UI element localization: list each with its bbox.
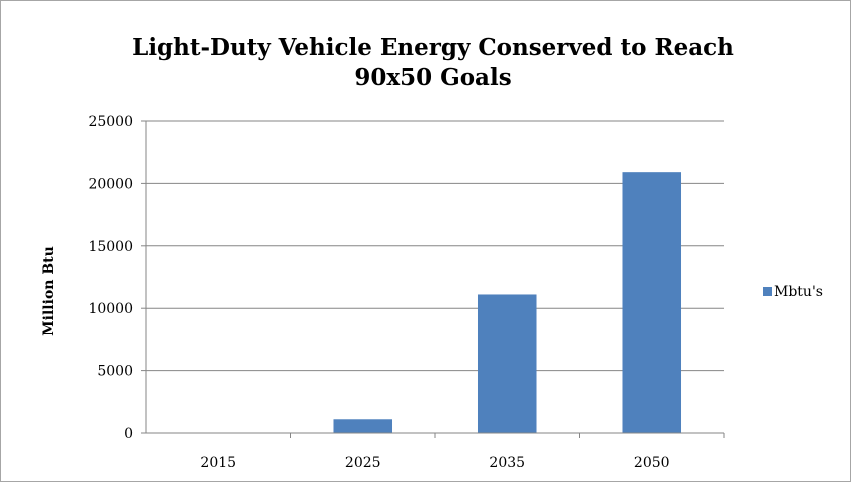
bar-2050	[622, 172, 681, 433]
bar-2025	[333, 419, 392, 433]
y-tick-label: 15000	[88, 239, 133, 255]
legend-swatch	[763, 287, 772, 296]
x-tick-label: 2015	[200, 455, 236, 471]
y-tick-label: 20000	[88, 176, 133, 192]
legend-label: Mbtu's	[774, 284, 823, 300]
chart-title-line-1: Light-Duty Vehicle Energy Conserved to R…	[132, 34, 734, 61]
x-tick-label: 2035	[489, 455, 525, 471]
legend: Mbtu's	[763, 284, 823, 300]
y-tick-label: 0	[124, 426, 133, 442]
y-tick-label: 25000	[88, 114, 133, 130]
x-tick-labels: 2015 2025 2035 2050	[200, 433, 724, 471]
bars	[333, 172, 681, 433]
bar-2035	[478, 294, 537, 433]
x-tick-label: 2050	[634, 455, 670, 471]
y-axis-label: Million Btu	[41, 246, 57, 336]
y-tick-label: 10000	[88, 301, 133, 317]
y-tick-labels: 0 5000 10000 15000 20000 25000	[88, 114, 133, 442]
x-tick-label: 2025	[345, 455, 381, 471]
chart-title-line-2: 90x50 Goals	[354, 64, 511, 91]
y-tick-label: 5000	[97, 364, 133, 380]
